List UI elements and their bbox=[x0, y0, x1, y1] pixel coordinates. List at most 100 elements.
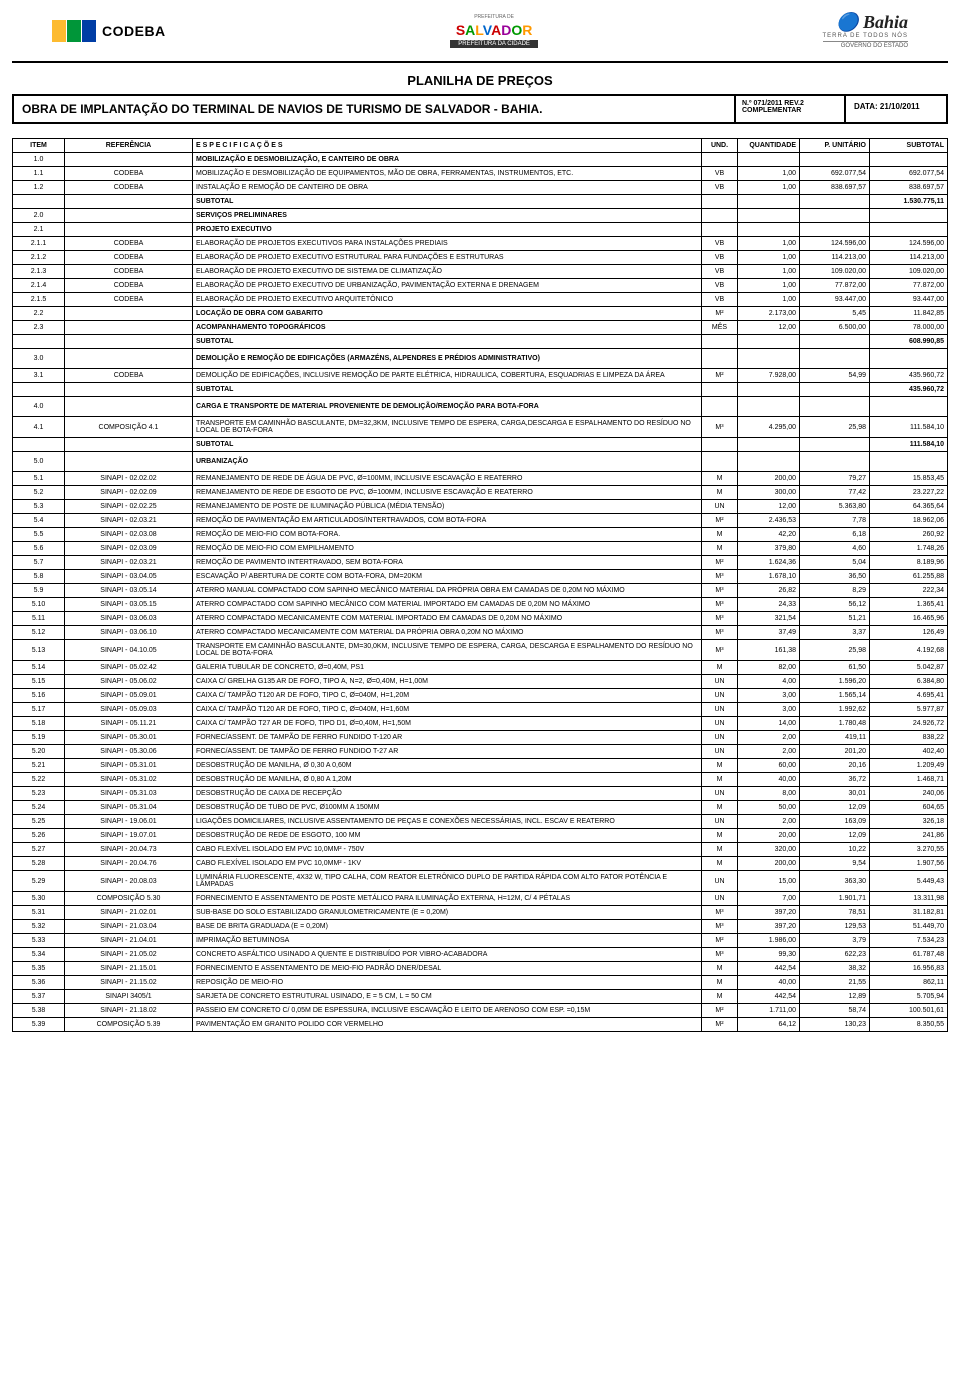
cell-item: 5.1 bbox=[13, 472, 65, 486]
cell-sub: 862,11 bbox=[870, 976, 948, 990]
cell-qtd: 4,00 bbox=[738, 675, 800, 689]
cell-esp: FORNEC/ASSENT. DE TAMPÃO DE FERRO FUNDID… bbox=[193, 745, 702, 759]
cell-unit: 8,29 bbox=[800, 584, 870, 598]
cell-ref: SINAPI - 02.02.02 bbox=[65, 472, 193, 486]
cell-unit: 4,60 bbox=[800, 542, 870, 556]
cell-qtd: 397,20 bbox=[738, 906, 800, 920]
cell-item: 5.36 bbox=[13, 976, 65, 990]
cell-sub: 126,49 bbox=[870, 626, 948, 640]
cell-qtd: 1.986,00 bbox=[738, 934, 800, 948]
table-row: 5.17SINAPI - 05.09.03CAIXA C/ TAMPÃO T12… bbox=[13, 703, 948, 717]
cell-unit: 6.500,00 bbox=[800, 321, 870, 335]
cell-esp: ATERRO COMPACTADO MECANICAMENTE COM MATE… bbox=[193, 626, 702, 640]
cell-unit: 5,45 bbox=[800, 307, 870, 321]
cell-und: M² bbox=[702, 1018, 738, 1032]
cell-item: 2.1 bbox=[13, 223, 65, 237]
cell-esp: PASSEIO EM CONCRETO C/ 0,05M DE ESPESSUR… bbox=[193, 1004, 702, 1018]
cell-und: UN bbox=[702, 892, 738, 906]
table-row: 3.0DEMOLIÇÃO E REMOÇÃO DE EDIFICAÇÕES (A… bbox=[13, 349, 948, 369]
cell-und: M bbox=[702, 472, 738, 486]
cell-qtd: 40,00 bbox=[738, 773, 800, 787]
cell-und: M² bbox=[702, 514, 738, 528]
cell-und: M³ bbox=[702, 948, 738, 962]
cell-item bbox=[13, 438, 65, 452]
cell-sub: 8.189,96 bbox=[870, 556, 948, 570]
cell-unit: 54,99 bbox=[800, 369, 870, 383]
cell-ref: SINAPI - 05.06.02 bbox=[65, 675, 193, 689]
cell-sub: 260,92 bbox=[870, 528, 948, 542]
cell-esp: MOBILIZAÇÃO E DESMOBILIZAÇÃO DE EQUIPAME… bbox=[193, 167, 702, 181]
cell-esp: REMOÇÃO DE MEIO-FIO COM EMPILHAMENTO bbox=[193, 542, 702, 556]
col-unit: P. UNITÁRIO bbox=[800, 139, 870, 153]
cell-und: UN bbox=[702, 689, 738, 703]
cell-und: M³ bbox=[702, 626, 738, 640]
cell-esp: INSTALAÇÃO E REMOÇÃO DE CANTEIRO DE OBRA bbox=[193, 181, 702, 195]
table-row: 5.33SINAPI - 21.04.01IMPRIMAÇÃO BETUMINO… bbox=[13, 934, 948, 948]
cell-esp: ELABORAÇÃO DE PROJETO EXECUTIVO DE SISTE… bbox=[193, 265, 702, 279]
cell-item: 5.27 bbox=[13, 843, 65, 857]
table-row: 5.0URBANIZAÇÃO bbox=[13, 452, 948, 472]
cell-qtd: 12,00 bbox=[738, 500, 800, 514]
cell-ref: CODEBA bbox=[65, 293, 193, 307]
cell-und: M bbox=[702, 962, 738, 976]
cell-sub: 16.956,83 bbox=[870, 962, 948, 976]
cell-ref: SINAPI - 02.03.08 bbox=[65, 528, 193, 542]
cell-und: M bbox=[702, 542, 738, 556]
cell-unit: 36,50 bbox=[800, 570, 870, 584]
table-row: 2.1.1CODEBAELABORAÇÃO DE PROJETOS EXECUT… bbox=[13, 237, 948, 251]
cell-ref: SINAPI - 05.09.01 bbox=[65, 689, 193, 703]
cell-sub: 1.468,71 bbox=[870, 773, 948, 787]
cell-sub: 114.213,00 bbox=[870, 251, 948, 265]
page: CODEBA PREFEITURA DE SALVADOR PREFEITURA… bbox=[0, 0, 960, 1040]
cell-sub: 5.042,87 bbox=[870, 661, 948, 675]
cell-qtd: 2.173,00 bbox=[738, 307, 800, 321]
cell-unit: 56,12 bbox=[800, 598, 870, 612]
cell-qtd: 12,00 bbox=[738, 321, 800, 335]
cell-ref: COMPOSIÇÃO 5.30 bbox=[65, 892, 193, 906]
cell-esp: SUB-BASE DO SOLO ESTABILIZADO GRANULOMET… bbox=[193, 906, 702, 920]
cell-esp: DEMOLIÇÃO DE EDIFICAÇÕES, INCLUSIVE REMO… bbox=[193, 369, 702, 383]
cell-esp: DESOBSTRUÇÃO DE TUBO DE PVC, Ø100MM A 15… bbox=[193, 801, 702, 815]
cell-qtd bbox=[738, 452, 800, 472]
cell-esp: SERVIÇOS PRELIMINARES bbox=[193, 209, 702, 223]
table-row: 5.39COMPOSIÇÃO 5.39PAVIMENTAÇÃO EM GRANI… bbox=[13, 1018, 948, 1032]
col-ref: REFERÊNCIA bbox=[65, 139, 193, 153]
cell-sub: 77.872,00 bbox=[870, 279, 948, 293]
cell-und: M³ bbox=[702, 584, 738, 598]
table-row: 5.34SINAPI - 21.05.02CONCRETO ASFÁLTICO … bbox=[13, 948, 948, 962]
cell-sub: 435.960,72 bbox=[870, 383, 948, 397]
cell-und: M² bbox=[702, 1004, 738, 1018]
table-row: 2.1.4CODEBAELABORAÇÃO DE PROJETO EXECUTI… bbox=[13, 279, 948, 293]
table-row: 5.21SINAPI - 05.31.01DESOBSTRUÇÃO DE MAN… bbox=[13, 759, 948, 773]
cell-sub: 604,65 bbox=[870, 801, 948, 815]
cell-ref: SINAPI - 05.30.01 bbox=[65, 731, 193, 745]
cell-esp: DEMOLIÇÃO E REMOÇÃO DE EDIFICAÇÕES (ARMA… bbox=[193, 349, 702, 369]
cell-esp: SUBTOTAL bbox=[193, 195, 702, 209]
cell-unit: 79,27 bbox=[800, 472, 870, 486]
cell-unit bbox=[800, 335, 870, 349]
cell-ref: SINAPI - 04.10.05 bbox=[65, 640, 193, 661]
cell-unit bbox=[800, 195, 870, 209]
cell-und: M bbox=[702, 990, 738, 1004]
table-row: 5.9SINAPI - 03.05.14ATERRO MANUAL COMPAC… bbox=[13, 584, 948, 598]
cell-sub: 838,22 bbox=[870, 731, 948, 745]
cell-unit: 363,30 bbox=[800, 871, 870, 892]
cell-qtd: 300,00 bbox=[738, 486, 800, 500]
revision-box: N.º 071/2011 REV.2 COMPLEMENTAR bbox=[736, 96, 846, 122]
cell-unit bbox=[800, 209, 870, 223]
cell-unit: 838.697,57 bbox=[800, 181, 870, 195]
cell-esp: GALERIA TUBULAR DE CONCRETO, Ø=0,40M, PS… bbox=[193, 661, 702, 675]
table-row: 5.27SINAPI - 20.04.73CABO FLEXÍVEL ISOLA… bbox=[13, 843, 948, 857]
table-row: 2.1PROJETO EXECUTIVO bbox=[13, 223, 948, 237]
cell-qtd: 379,80 bbox=[738, 542, 800, 556]
cell-und bbox=[702, 153, 738, 167]
table-row: 5.28SINAPI - 20.04.76CABO FLEXÍVEL ISOLA… bbox=[13, 857, 948, 871]
cell-und: UN bbox=[702, 871, 738, 892]
cell-esp: IMPRIMAÇÃO BETUMINOSA bbox=[193, 934, 702, 948]
cell-unit: 163,09 bbox=[800, 815, 870, 829]
cell-ref: SINAPI - 20.08.03 bbox=[65, 871, 193, 892]
cell-und: VB bbox=[702, 293, 738, 307]
cell-ref: SINAPI - 03.05.15 bbox=[65, 598, 193, 612]
cell-unit bbox=[800, 153, 870, 167]
cell-item: 5.38 bbox=[13, 1004, 65, 1018]
